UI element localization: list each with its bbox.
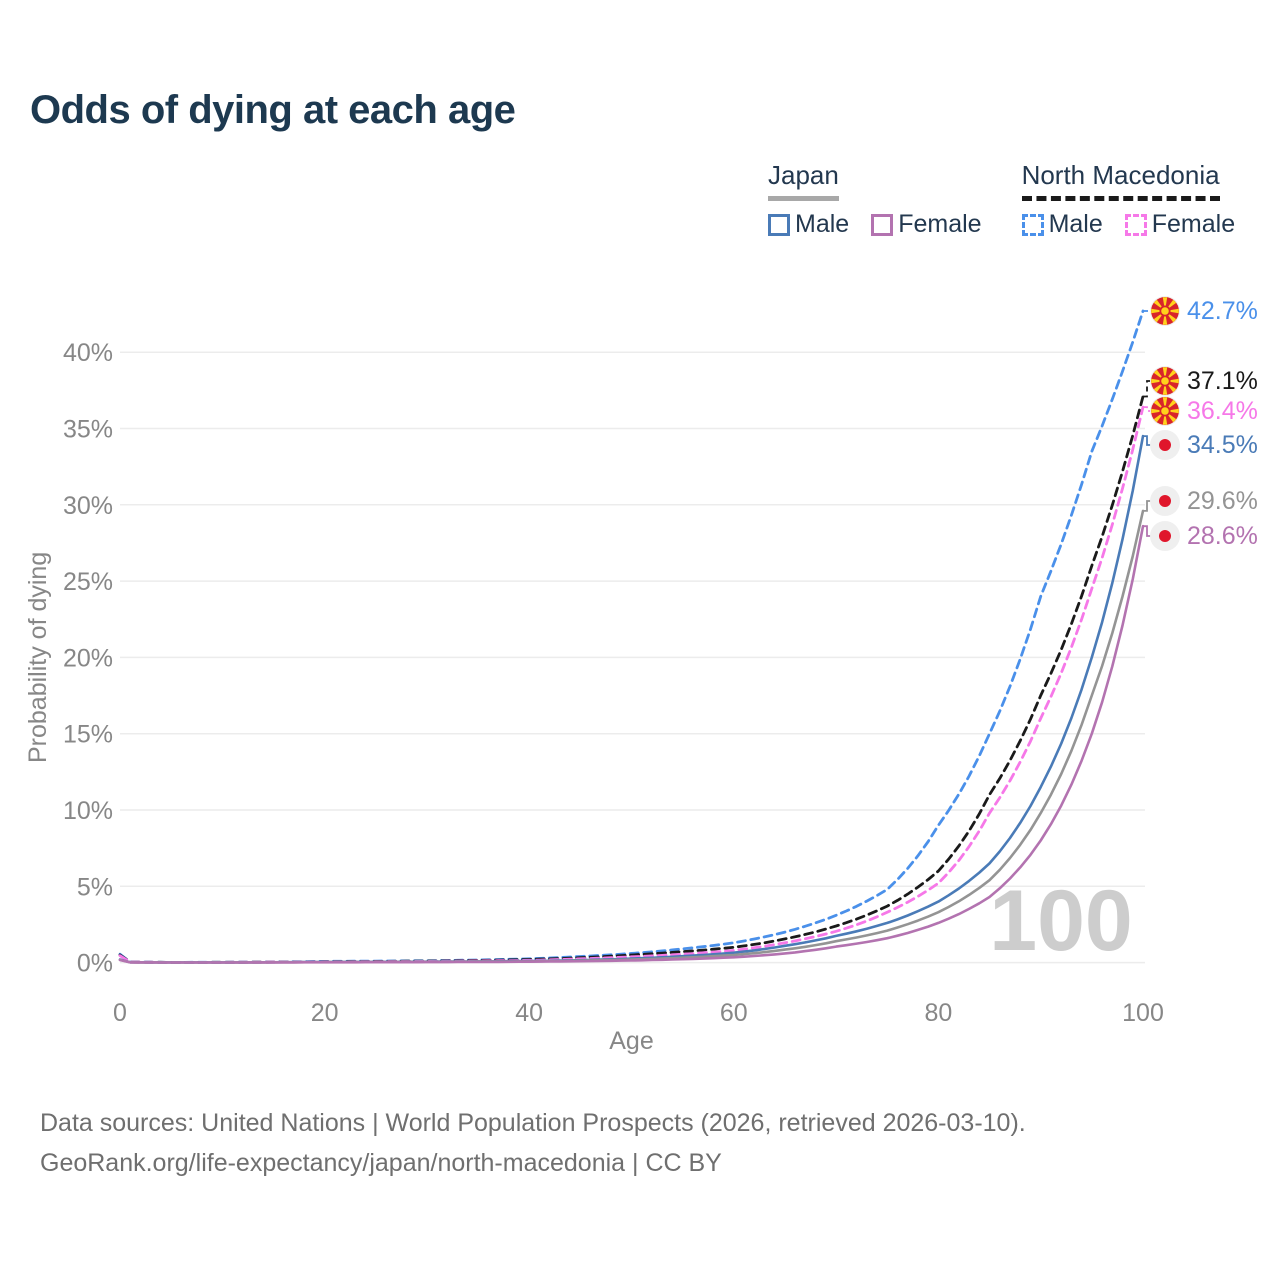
label-leader-4: [1143, 500, 1151, 512]
legend-country-japan[interactable]: Japan: [768, 160, 839, 201]
y-tick-label: 35%: [63, 416, 113, 444]
legend-item-japan-male[interactable]: Male: [768, 210, 849, 239]
footer-sources: Data sources: United Nations | World Pop…: [40, 1109, 1026, 1137]
japan-flag-icon: [1150, 430, 1180, 460]
legend-row-north-macedonia: Male Female: [1021, 210, 1236, 239]
end-label-value: 28.6%: [1187, 521, 1258, 550]
x-tick-label: 80: [924, 999, 952, 1027]
chart-title: Odds of dying at each age: [30, 88, 516, 132]
north-macedonia-flag-icon: [1150, 366, 1180, 396]
legend: Japan Male Female North Macedonia Male: [768, 160, 1235, 239]
legend-item-nm-female[interactable]: Female: [1124, 210, 1236, 239]
end-label-nm-male: 42.7%: [1150, 296, 1258, 326]
y-tick-label: 30%: [63, 492, 113, 520]
legend-group-north-macedonia: North Macedonia Male Female: [1021, 160, 1236, 239]
end-label-value: 29.6%: [1187, 486, 1258, 515]
series-line-5: [118, 524, 1145, 964]
y-tick-label: 5%: [77, 873, 113, 901]
label-leader-5: [1143, 525, 1151, 537]
nm-female-line-swatch: [1124, 213, 1147, 236]
series-line-2: [118, 405, 1145, 964]
end-label-nm-both: 37.1%: [1150, 366, 1258, 396]
nm-male-line-swatch: [1021, 213, 1044, 236]
end-label-nm-female: 36.4%: [1150, 396, 1258, 426]
end-label-value: 34.5%: [1187, 430, 1258, 459]
footer-attribution: GeoRank.org/life-expectancy/japan/north-…: [40, 1149, 722, 1177]
legend-country-north-macedonia[interactable]: North Macedonia: [1021, 160, 1220, 201]
label-leader-1: [1143, 380, 1151, 398]
japan-flag-icon: [1150, 521, 1180, 551]
label-leader-3: [1143, 435, 1151, 446]
north-macedonia-flag-icon: [1150, 396, 1180, 426]
y-axis-title: Probability of dying: [24, 552, 52, 763]
legend-label: Male: [795, 210, 850, 238]
end-label-japan-both: 29.6%: [1150, 486, 1258, 516]
x-axis-title: Age: [609, 1027, 653, 1055]
legend-item-nm-male[interactable]: Male: [1021, 210, 1103, 239]
legend-group-japan: Japan Male Female: [768, 160, 982, 239]
footer: Data sources: United Nations | World Pop…: [40, 1103, 1026, 1183]
north-macedonia-flag-icon: [1150, 296, 1180, 326]
label-leader-2: [1143, 406, 1151, 412]
end-label-value: 37.1%: [1187, 366, 1258, 395]
y-tick-label: 40%: [63, 339, 113, 367]
x-tick-label: 60: [720, 999, 748, 1027]
y-tick-label: 20%: [63, 644, 113, 672]
age-watermark: 100: [989, 873, 1133, 969]
y-tick-label: 10%: [63, 797, 113, 825]
x-tick-label: 40: [515, 999, 543, 1027]
legend-item-japan-female[interactable]: Female: [871, 210, 982, 239]
japan-flag-icon: [1150, 486, 1180, 516]
end-label-value: 36.4%: [1187, 396, 1258, 425]
japan-male-line-swatch: [768, 213, 790, 236]
end-label-japan-male: 34.5%: [1150, 430, 1258, 460]
legend-label: Male: [1048, 210, 1103, 238]
x-tick-label: 0: [113, 999, 127, 1027]
legend-label: Female: [898, 210, 982, 238]
x-tick-label: 20: [311, 999, 339, 1027]
y-tick-label: 25%: [63, 568, 113, 596]
y-tick-label: 15%: [63, 721, 113, 749]
series-line-1: [118, 395, 1145, 964]
x-tick-label: 100: [1122, 999, 1164, 1027]
legend-row-japan: Male Female: [768, 210, 982, 239]
japan-female-line-swatch: [871, 213, 894, 236]
legend-label: Female: [1151, 210, 1236, 238]
end-label-japan-female: 28.6%: [1150, 521, 1258, 551]
y-tick-label: 0%: [77, 950, 113, 978]
end-label-value: 42.7%: [1187, 296, 1258, 325]
series-line-0: [118, 309, 1145, 964]
